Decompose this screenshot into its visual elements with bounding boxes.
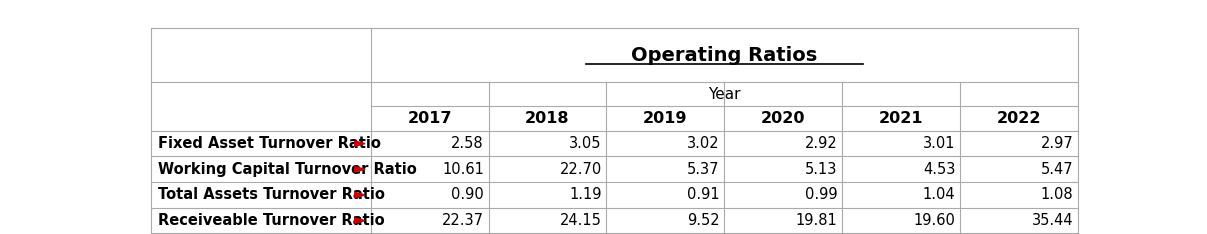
Text: 3.05: 3.05 — [570, 136, 602, 151]
Text: 5.37: 5.37 — [687, 162, 719, 177]
Text: 2.92: 2.92 — [805, 136, 838, 151]
Text: 22.37: 22.37 — [442, 213, 484, 228]
Text: 0.91: 0.91 — [687, 187, 719, 202]
Text: 3.02: 3.02 — [687, 136, 719, 151]
Polygon shape — [355, 167, 365, 172]
Text: 0.99: 0.99 — [805, 187, 838, 202]
Text: 4.53: 4.53 — [923, 162, 955, 177]
Text: 10.61: 10.61 — [442, 162, 484, 177]
Text: 24.15: 24.15 — [560, 213, 602, 228]
Text: Working Capital Turnover Ratio: Working Capital Turnover Ratio — [158, 162, 418, 177]
Text: 35.44: 35.44 — [1032, 213, 1073, 228]
Text: 2021: 2021 — [879, 111, 923, 126]
Text: 19.81: 19.81 — [795, 213, 838, 228]
Text: 2.58: 2.58 — [451, 136, 484, 151]
Text: 22.70: 22.70 — [560, 162, 602, 177]
Text: Year: Year — [709, 87, 741, 102]
Text: 2018: 2018 — [525, 111, 570, 126]
Text: 9.52: 9.52 — [687, 213, 719, 228]
Text: 2020: 2020 — [760, 111, 805, 126]
Text: Operating Ratios: Operating Ratios — [631, 46, 817, 65]
Text: Receiveable Turnover Ratio: Receiveable Turnover Ratio — [158, 213, 385, 228]
Text: Total Assets Turnover Ratio: Total Assets Turnover Ratio — [158, 187, 385, 202]
Polygon shape — [355, 141, 365, 146]
Text: 5.47: 5.47 — [1040, 162, 1073, 177]
Text: 1.08: 1.08 — [1040, 187, 1073, 202]
Text: 19.60: 19.60 — [914, 213, 955, 228]
Text: 2017: 2017 — [408, 111, 451, 126]
Polygon shape — [355, 192, 365, 198]
Text: 5.13: 5.13 — [805, 162, 838, 177]
Text: 1.19: 1.19 — [570, 187, 602, 202]
Text: 1.04: 1.04 — [922, 187, 955, 202]
Text: Fixed Asset Turnover Ratio: Fixed Asset Turnover Ratio — [158, 136, 381, 151]
Text: 2.97: 2.97 — [1040, 136, 1073, 151]
Polygon shape — [355, 218, 365, 223]
Text: 2022: 2022 — [997, 111, 1042, 126]
Text: 3.01: 3.01 — [923, 136, 955, 151]
Text: 2019: 2019 — [643, 111, 688, 126]
Text: 0.90: 0.90 — [451, 187, 484, 202]
